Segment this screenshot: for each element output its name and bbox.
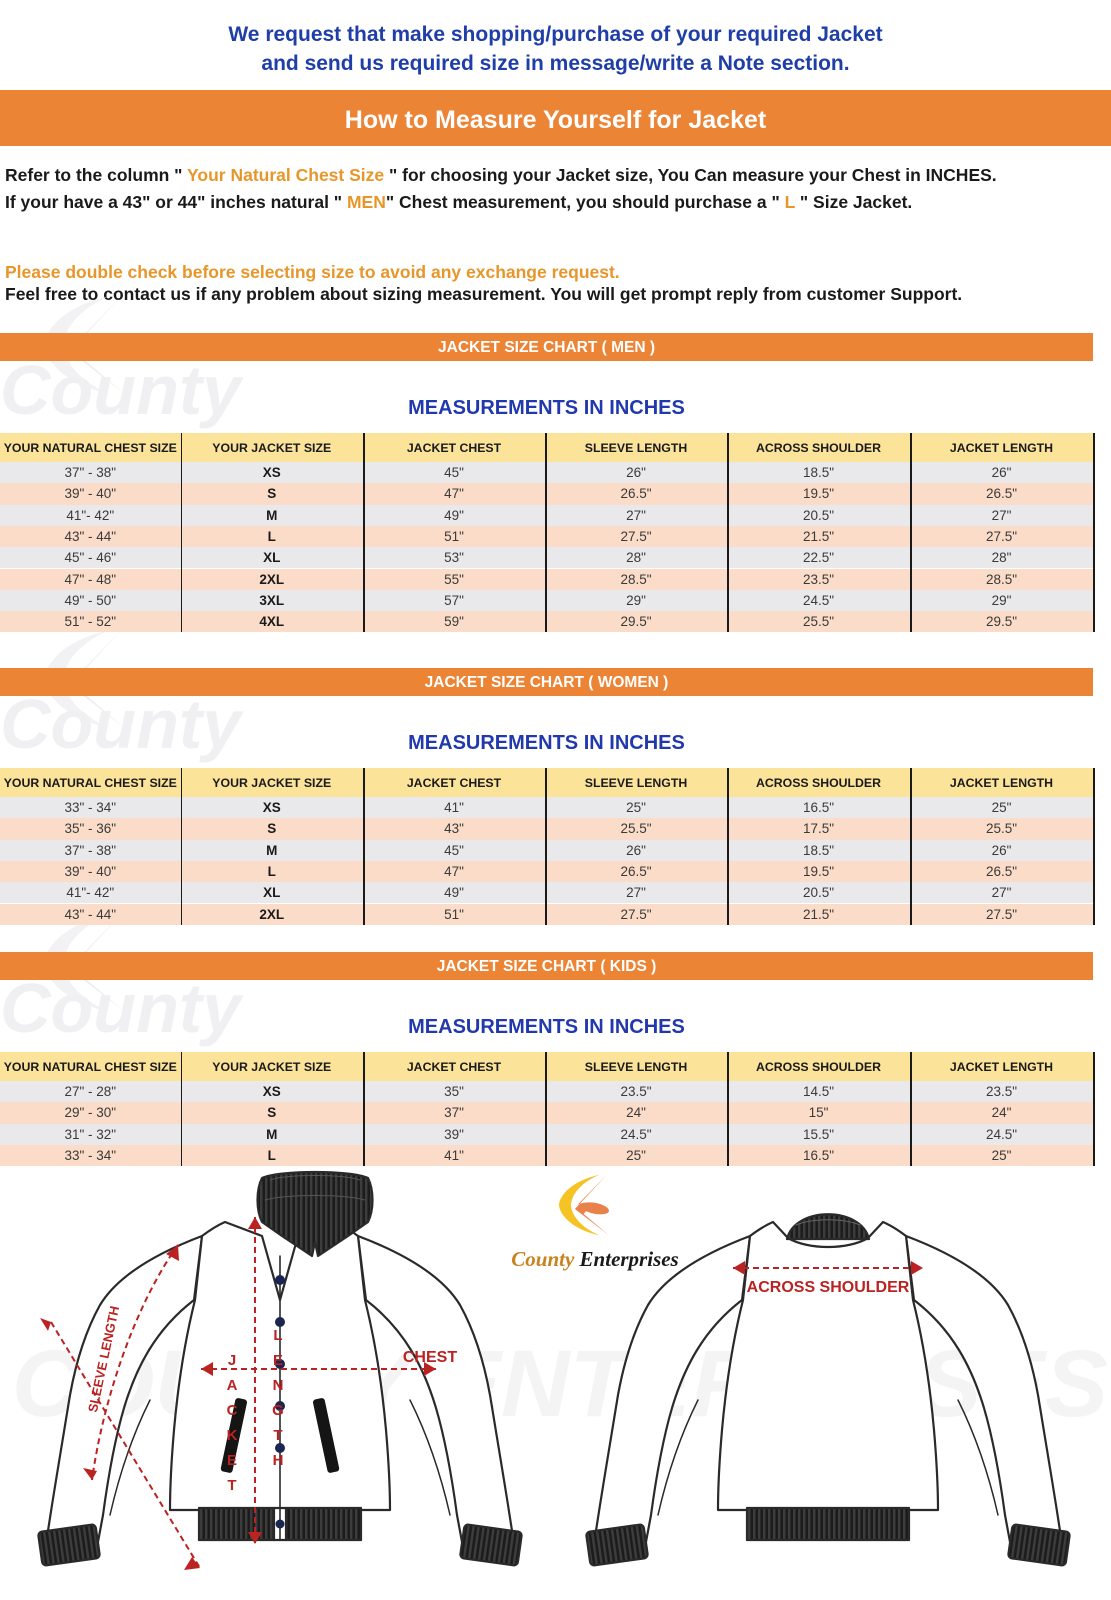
svg-text:L: L [273, 1327, 282, 1344]
svg-text:T: T [227, 1477, 236, 1494]
svg-text:J: J [228, 1352, 236, 1369]
svg-text:H: H [273, 1452, 284, 1469]
svg-text:CHEST: CHEST [403, 1349, 457, 1366]
svg-text:N: N [273, 1377, 284, 1394]
svg-text:E: E [227, 1452, 237, 1469]
svg-text:A: A [227, 1377, 238, 1394]
svg-text:ACROSS SHOULDER: ACROSS SHOULDER [747, 1279, 910, 1296]
svg-text:G: G [272, 1402, 284, 1419]
svg-text:K: K [227, 1427, 238, 1444]
svg-text:C: C [227, 1402, 238, 1419]
svg-text:T: T [273, 1427, 282, 1444]
svg-text:E: E [273, 1352, 283, 1369]
